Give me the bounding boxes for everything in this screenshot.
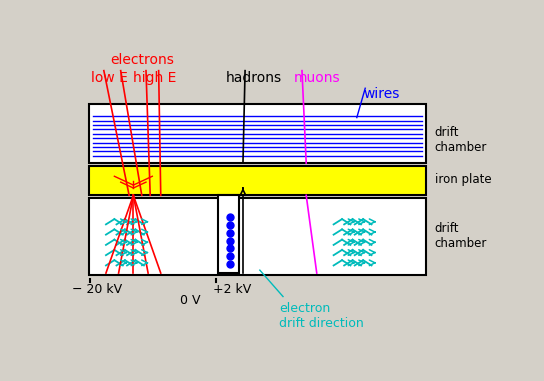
Bar [89,104,426,163]
Text: drift
chamber: drift chamber [435,126,487,154]
Text: high E: high E [133,70,177,85]
Text: − 20 kV: − 20 kV [72,283,122,296]
Bar [89,166,426,195]
Text: 0 V: 0 V [180,294,200,307]
Text: hadrons: hadrons [226,70,282,85]
Text: electrons: electrons [110,53,174,67]
Text: muons: muons [294,70,340,85]
Bar [218,195,239,273]
Bar [89,198,426,275]
Text: +2 kV: +2 kV [213,283,252,296]
Text: wires: wires [363,87,399,101]
Text: iron plate: iron plate [435,173,491,186]
Text: low E: low E [91,70,128,85]
Text: drift
chamber: drift chamber [435,222,487,250]
Text: electron
drift direction: electron drift direction [279,303,363,330]
